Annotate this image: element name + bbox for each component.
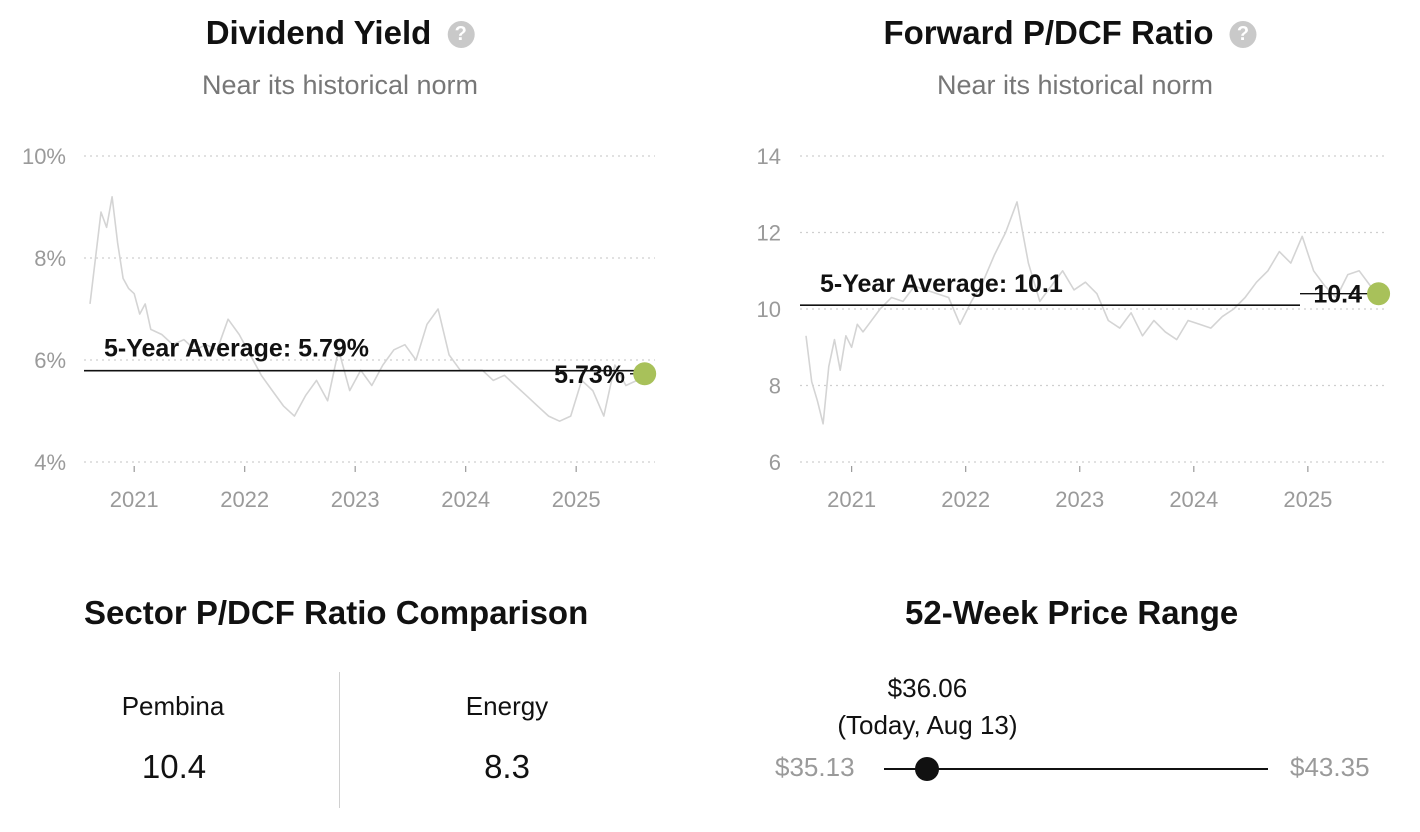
dividend-yield-chart: 4% 6% 8% 10% 2021 2022 2023 2024 2025 5-Year Aver… xyxy=(22,144,657,512)
comparison-sector-value: 8.3 xyxy=(484,748,530,785)
comparison-divider xyxy=(339,672,340,808)
dividend-yield-title: Dividend Yield? xyxy=(206,14,475,52)
x-tick-label: 2024 xyxy=(1169,487,1218,512)
price-range-current-date: (Today, Aug 13) xyxy=(837,710,1018,740)
dividend-yield-subtitle: Near its historical norm xyxy=(201,70,479,100)
price-range-high: $43.35 xyxy=(1290,752,1370,782)
sector-comparison-title: Sector P/DCF Ratio Comparison xyxy=(84,594,589,631)
x-tick-label: 2022 xyxy=(941,487,990,512)
average-label: 5-Year Average: 5.79% xyxy=(104,335,369,363)
y-tick-label: 8% xyxy=(34,246,66,271)
y-tick-label: 10 xyxy=(757,297,781,322)
pdcf-chart: 6 8 10 12 14 2021 2022 2023 2024 2025 5-Year Avera… xyxy=(757,144,1391,512)
comparison-company-value: 10.4 xyxy=(141,748,207,785)
x-tick-label: 2025 xyxy=(1283,487,1332,512)
comparison-sector-name: Energy xyxy=(465,691,549,721)
dividend-yield-title-text: Dividend Yield xyxy=(205,14,432,51)
pdcf-title: Forward P/DCF Ratio? xyxy=(883,14,1257,52)
y-tick-label: 8 xyxy=(769,374,781,399)
x-tick-label: 2023 xyxy=(331,487,380,512)
question-circle-icon[interactable]: ? xyxy=(1229,21,1257,48)
current-value-dot xyxy=(633,362,657,386)
y-tick-label: 4% xyxy=(34,450,66,475)
x-tick-label: 2024 xyxy=(441,487,490,512)
y-tick-label: 14 xyxy=(757,144,781,169)
x-tick-label: 2022 xyxy=(220,487,269,512)
price-range-track xyxy=(884,768,1268,770)
price-range-low: $35.13 xyxy=(775,752,855,782)
price-range-title: 52-Week Price Range xyxy=(905,594,1239,631)
series-line xyxy=(805,201,1380,425)
price-range-current-label: $36.06 (Today, Aug 13) xyxy=(837,670,1017,744)
y-tick-label: 10% xyxy=(22,144,66,169)
y-tick-label: 6% xyxy=(34,348,66,373)
current-value-dot xyxy=(1367,282,1391,306)
x-tick-label: 2021 xyxy=(110,487,159,512)
pdcf-subtitle: Near its historical norm xyxy=(936,70,1214,100)
pdcf-title-text: Forward P/DCF Ratio xyxy=(883,14,1214,51)
price-range-marker xyxy=(915,757,940,781)
series-line xyxy=(89,196,646,423)
price-range-current-price: $36.06 xyxy=(887,673,968,703)
current-value-label: 10.4 xyxy=(1313,281,1362,309)
y-tick-label: 12 xyxy=(757,221,781,246)
x-tick-label: 2021 xyxy=(827,487,876,512)
y-tick-label: 6 xyxy=(769,450,781,475)
x-tick-label: 2023 xyxy=(1055,487,1104,512)
x-tick-label: 2025 xyxy=(552,487,601,512)
current-value-label: 5.73% xyxy=(554,361,625,389)
question-circle-icon[interactable]: ? xyxy=(447,21,475,48)
average-label: 5-Year Average: 10.1 xyxy=(820,270,1063,298)
comparison-company-name: Pembina xyxy=(121,691,225,721)
